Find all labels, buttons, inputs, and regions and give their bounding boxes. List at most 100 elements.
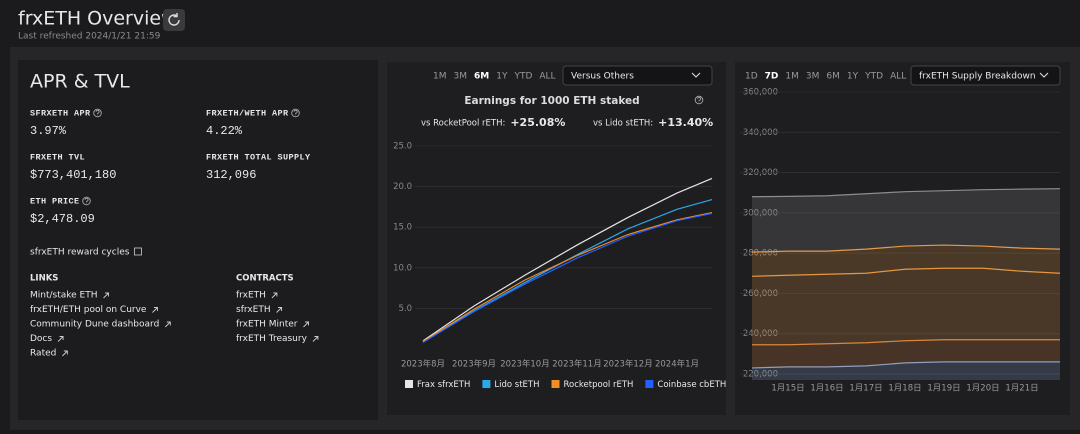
link[interactable]: Community Dune dashboard [30,320,159,330]
info-icon-mark [293,109,298,116]
y-tick-label: 260,000 [743,289,778,299]
range-button[interactable]: 3M [806,72,820,82]
dropdown[interactable] [562,65,713,86]
legend-swatch [482,380,491,388]
series-line [422,211,713,343]
range-button[interactable]: YTD [513,72,532,82]
range-button[interactable]: 6M [474,72,489,82]
external-link-icon [164,321,171,328]
area-fill [752,268,1060,345]
range-button[interactable]: 1D [745,72,758,82]
x-tick-label: 1月21日 [1005,384,1038,394]
dropdown[interactable] [910,65,1061,86]
info-icon [82,196,91,206]
y-tick-label: 20.0 [393,182,412,192]
apr-card [18,60,378,420]
legend-swatch [405,380,413,388]
external-link-icon [303,321,309,328]
external-link-icon [152,307,158,313]
range-button[interactable]: 1Y [847,72,859,82]
dropdown-label[interactable]: frxETH Supply Breakdown [919,72,1036,82]
link[interactable]: sfrxETH [236,305,271,315]
series-line [422,199,713,343]
dropdown-chevron[interactable] [691,72,701,78]
info-icon-mark [95,109,100,116]
y-tick-label: 340,000 [743,128,778,138]
area-fill [752,245,1060,277]
link[interactable]: Docs [30,334,52,344]
area-fill [752,361,1060,380]
stat-value: 3.97% [30,124,67,138]
section-title: LINKS [30,274,58,284]
area-line [752,339,1060,346]
range-button[interactable]: 1M [433,72,447,82]
stat-label: FRXETH TVL [30,152,85,162]
stat-value: 312,096 [206,168,256,182]
link[interactable]: frxETH/ETH pool on Curve [30,305,147,315]
section-title: CONTRACTS [236,274,294,284]
x-tick-label: 2023年12月 [603,359,652,370]
legend-label: Rocketpool rETH [564,380,634,390]
x-tick-label: 1月17日 [849,384,882,394]
range-button[interactable]: YTD [864,72,883,82]
link[interactable]: frxETH Minter [236,320,298,330]
link[interactable]: frxETH [236,291,266,301]
stat-label: ETH PRICE [30,196,80,206]
area-line [751,188,1061,198]
legend-swatch [645,380,654,388]
external-link-icon [312,336,319,342]
info-icon-mark [697,96,702,103]
last-refreshed: Last refreshed 2024/1/21 21:59 [18,32,161,42]
range-button[interactable]: 7D [765,72,779,82]
series-line [422,212,713,344]
info-icon [694,95,704,105]
chart-title: Earnings for 1000 ETH staked [464,95,639,107]
stat-value: 4.22% [206,124,243,138]
range-button[interactable]: ALL [890,72,906,82]
range-button[interactable]: 1Y [496,72,508,82]
y-tick-label: 320,000 [743,168,778,178]
range-button[interactable]: 3M [454,72,468,82]
area-line [751,361,1060,369]
x-tick-label: 2024年1月 [655,359,699,370]
dropdown-chevron[interactable] [1039,72,1049,78]
area-line [751,244,1061,253]
card-title: APR & TVL [30,71,130,93]
y-tick-label: 220,000 [743,369,778,379]
link[interactable]: Mint/stake ETH [30,291,98,301]
link[interactable]: Rated [30,349,56,359]
range-button[interactable]: ALL [539,72,555,82]
area-fill [752,339,1060,368]
y-tick-label: 300,000 [743,208,778,218]
refresh-icon[interactable] [168,13,180,26]
x-tick-label: 2023年9月 [452,359,496,370]
refresh-button-bg[interactable] [163,9,185,31]
x-tick-label: 2023年11月 [552,359,601,370]
comparison-label: vs Lido stETH: [593,119,653,129]
comparison-label: vs RocketPool rETH: [421,119,505,129]
refresh-button[interactable] [163,9,185,31]
comparison-value: +25.08% [510,116,565,129]
stat-label: FRXETH/WETH APR [206,108,289,118]
info-icon [291,108,300,118]
y-tick-label: 5.0 [398,304,412,314]
info-icon [93,108,102,118]
external-link-icon [276,307,283,313]
range-button[interactable]: 6M [826,72,840,82]
reward-cycles-link[interactable]: sfrxETH reward cycles [30,248,130,258]
range-button[interactable]: 1M [785,72,799,82]
legend-label: Coinbase cbETH [657,380,726,390]
external-link-icon [103,292,109,299]
area-line [751,267,1061,277]
x-tick-label: 2023年8月 [401,359,445,370]
supply-card [735,62,1070,415]
x-tick-label: 1月15日 [771,384,804,394]
dropdown-label[interactable]: Versus Others [571,72,634,82]
x-tick-label: 1月18日 [888,384,921,394]
stat-label: FRXETH TOTAL SUPPLY [206,152,311,162]
legend-label: Lido stETH [494,380,539,390]
external-link-icon [62,350,68,357]
link[interactable]: frxETH Treasury [236,334,308,344]
external-link-icon [57,336,64,342]
